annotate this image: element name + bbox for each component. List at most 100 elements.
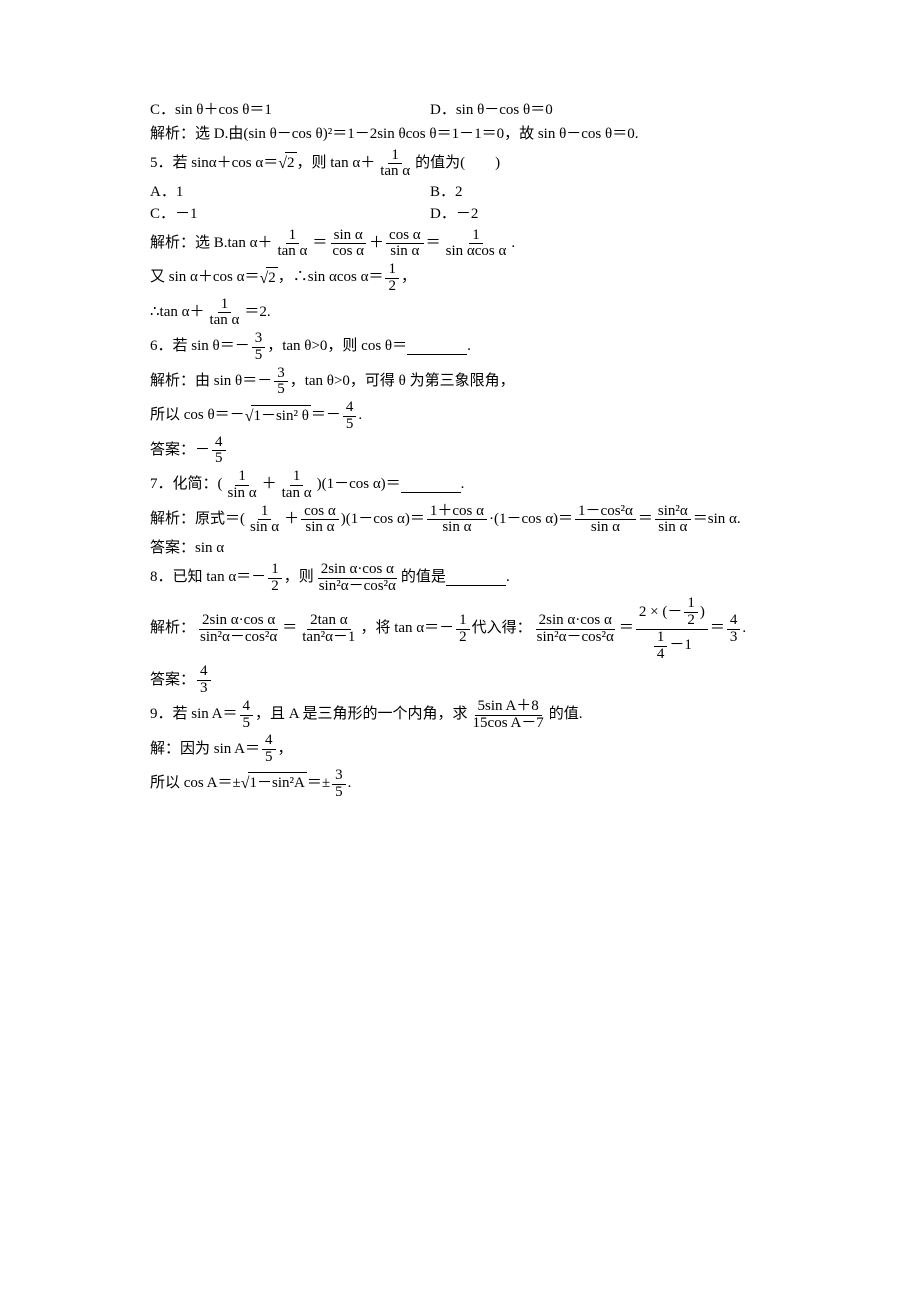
text: )	[700, 605, 705, 621]
denominator: 5	[332, 785, 346, 801]
text: ＋	[284, 509, 299, 531]
fraction: 1 tan α	[206, 297, 242, 330]
denominator: sin²α－cos²α	[316, 579, 399, 595]
text: )(1－cos α)＝	[341, 509, 425, 531]
fraction: sin²α sin α	[655, 504, 691, 537]
text: 5．若 sin	[150, 153, 209, 175]
denominator: sin α	[247, 520, 282, 536]
text: ＋	[369, 233, 384, 255]
sqrt-body: 2	[266, 267, 278, 290]
q5-option-d: D．－2	[430, 204, 770, 226]
denominator: sin α	[387, 244, 422, 260]
sqrt-body: 2	[285, 152, 297, 175]
fraction: 1＋cos α sin α	[427, 504, 487, 537]
numerator: 4	[262, 733, 276, 750]
q5-answer-line2: 又 sin α＋cos α＝ √ 2 ，∴sin αcos α＝ 1 2 ，	[150, 262, 770, 295]
fraction: cos α sin α	[386, 228, 424, 261]
document-page: C．sin θ＋cos θ＝1 D．sin θ－cos θ＝0 解析：选 D.由…	[0, 0, 920, 1302]
q6-final: 答案：－ 4 5	[150, 435, 770, 468]
text: ＝sin α.	[693, 509, 741, 531]
fraction: 4 3	[197, 664, 211, 697]
numerator: 3	[252, 331, 266, 348]
fraction: 4 5	[343, 400, 357, 433]
text: －2sin θcos θ＝1－1＝0，故 sin θ－cos θ＝0.	[355, 124, 639, 146]
text: ·(1－cos α)＝	[489, 509, 573, 531]
fraction: 2sin α·cos α sin²α－cos²α	[316, 562, 399, 595]
numerator: 3	[274, 366, 288, 383]
fraction: 1 tan α	[377, 148, 413, 181]
text: 解析：选 D.由(sin θ－cos θ)²＝	[150, 124, 347, 146]
text: ，将 tan α＝－	[360, 618, 454, 640]
q5-option-a: A．1	[150, 182, 430, 204]
fraction: 1 2	[456, 613, 470, 646]
sqrt: √ 1－sin²A	[241, 772, 307, 795]
text: .	[511, 233, 515, 255]
text: ，	[278, 739, 293, 761]
denominator: 4	[654, 647, 668, 663]
text: 又 sin α＋cos α＝	[150, 267, 259, 289]
numerator: 1	[684, 596, 698, 613]
fraction: 1 tan α	[279, 469, 315, 502]
numerator: 1＋cos α	[427, 504, 487, 521]
denominator: 5	[343, 417, 357, 433]
text: ，tan θ>0，可得 θ 为第三象限角，	[290, 371, 515, 393]
q7-stem: 7．化简：( 1 sin α ＋ 1 tan α )(1－cos α)＝ .	[150, 469, 770, 502]
numerator: 2sin α·cos α	[199, 613, 278, 630]
fraction: 1 tan α	[274, 228, 310, 261]
fraction: 3 5	[252, 331, 266, 364]
text: ＝	[426, 233, 441, 255]
denominator: sin α	[302, 520, 337, 536]
text: .	[742, 618, 746, 640]
text: 解析：	[150, 618, 195, 640]
denominator: sin α	[655, 520, 690, 536]
text: 2 × (－	[639, 605, 682, 621]
q5-options-ab: A．1 B．2	[150, 182, 770, 204]
q9-stem: 9．若 sin A＝ 4 5 ，且 A 是三角形的一个内角，求 5sin A＋8…	[150, 699, 770, 732]
denominator: 5	[274, 382, 288, 398]
fraction: 1 sin α	[225, 469, 260, 502]
fraction: cos α sin α	[301, 504, 339, 537]
text: 解析：选 B.tan α＋	[150, 233, 272, 255]
q5-answer-line1: 解析：选 B.tan α＋ 1 tan α ＝ sin α cos α ＋ co…	[150, 228, 770, 261]
numerator: cos α	[301, 504, 339, 521]
denominator: 2	[456, 630, 470, 646]
numerator: 3	[332, 768, 346, 785]
text: 代入得：	[472, 618, 532, 640]
q5-options-cd: C．－1 D．－2	[150, 204, 770, 226]
q8-answer: 解析： 2sin α·cos α sin²α－cos²α ＝ 2tan α ta…	[150, 596, 770, 662]
fraction: 1 sin αcos α	[443, 228, 510, 261]
denominator: 3	[727, 630, 741, 646]
sqrt: √ 1－sin² θ	[245, 405, 311, 428]
fraction: 5sin A＋8 15cos A－7	[470, 699, 547, 732]
numerator: 2sin α·cos α	[536, 613, 615, 630]
numerator: 1	[385, 262, 399, 279]
numerator: 1	[456, 613, 470, 630]
text: 的值为( )	[415, 153, 500, 175]
denominator: tan²α－1	[299, 630, 358, 646]
numerator: 2tan α	[307, 613, 350, 630]
q5-stem: 5．若 sin α＋cos α＝ √ 2 ，则 tan α＋ 1 tan α 的…	[150, 148, 770, 181]
fraction: 3 5	[274, 366, 288, 399]
denominator: 2	[268, 579, 282, 595]
text: ，则	[284, 567, 314, 589]
numerator: sin²α	[655, 504, 691, 521]
numerator: 4	[240, 699, 254, 716]
text: ，	[401, 267, 416, 289]
text: ＝	[312, 233, 327, 255]
numerator: 1	[218, 297, 232, 314]
blank	[401, 477, 461, 493]
text: ＝±	[307, 773, 330, 795]
text: ＝2.	[244, 302, 270, 324]
q6-answer-line2: 所以 cos θ＝－ √ 1－sin² θ ＝－ 4 5 .	[150, 400, 770, 433]
fraction: 3 5	[332, 768, 346, 801]
numerator: sin α	[331, 228, 366, 245]
numerator: 2sin α·cos α	[318, 562, 397, 579]
text: 8．已知 tan α＝－	[150, 567, 266, 589]
denominator: sin²α－cos²α	[534, 630, 617, 646]
q8-stem: 8．已知 tan α＝－ 1 2 ，则 2sin α·cos α sin²α－c…	[150, 562, 770, 595]
sqrt-body: 1－sin²A	[248, 772, 307, 795]
fraction: 4 5	[262, 733, 276, 766]
fraction: 1 2	[385, 262, 399, 295]
numerator: 1	[654, 630, 668, 647]
text: .	[358, 405, 362, 427]
